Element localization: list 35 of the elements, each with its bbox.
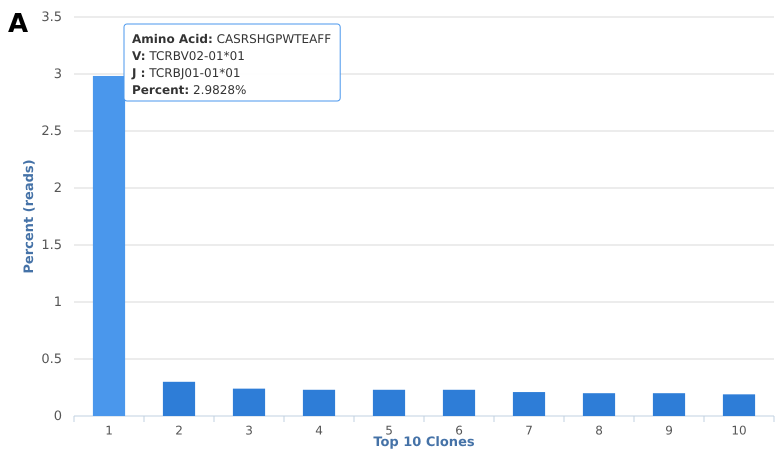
annotation: Amino Acid: CASRSHGPWTEAFF bbox=[132, 32, 332, 46]
bar bbox=[652, 393, 686, 416]
x-axis-title: Top 10 Clones bbox=[373, 435, 475, 450]
y-tick-label: 0 bbox=[54, 409, 62, 424]
x-tick-label: 3 bbox=[245, 424, 253, 438]
y-tick-label: 1.5 bbox=[41, 238, 62, 254]
y-tick-label: 2 bbox=[54, 181, 62, 196]
y-tick-label: 3 bbox=[54, 67, 62, 82]
x-tick-label: 4 bbox=[315, 424, 323, 438]
text: A bbox=[8, 9, 28, 39]
bar bbox=[372, 390, 406, 416]
x-tick-label: 10 bbox=[731, 424, 747, 438]
bar bbox=[442, 390, 476, 416]
bar bbox=[512, 392, 546, 416]
y-tick-label: 0.5 bbox=[41, 352, 62, 368]
x-tick-label: 6 bbox=[455, 424, 463, 438]
annotation: J : TCRBJ01-01*01 bbox=[131, 66, 241, 80]
y-tick-label: 1 bbox=[54, 295, 62, 310]
annotation: Percent: 2.9828% bbox=[132, 83, 246, 97]
bar bbox=[722, 394, 756, 416]
annotation: V: TCRBV02-01*01 bbox=[132, 49, 245, 63]
bar bbox=[232, 388, 266, 416]
x-tick-label: 1 bbox=[105, 424, 113, 438]
x-tick-label: 5 bbox=[385, 424, 393, 438]
x-tick-label: 8 bbox=[595, 424, 603, 438]
y-tick-label: 2.5 bbox=[41, 124, 62, 140]
y-axis-title: Percent (reads) bbox=[22, 159, 37, 274]
x-tick-label: 2 bbox=[175, 424, 183, 438]
bar bbox=[92, 76, 126, 416]
bar bbox=[302, 390, 336, 416]
bar bbox=[162, 382, 196, 416]
x-tick-label: 7 bbox=[525, 424, 533, 438]
x-tick-label: 9 bbox=[665, 424, 673, 438]
bar bbox=[582, 393, 616, 416]
y-tick-label: 3.5 bbox=[41, 10, 62, 26]
